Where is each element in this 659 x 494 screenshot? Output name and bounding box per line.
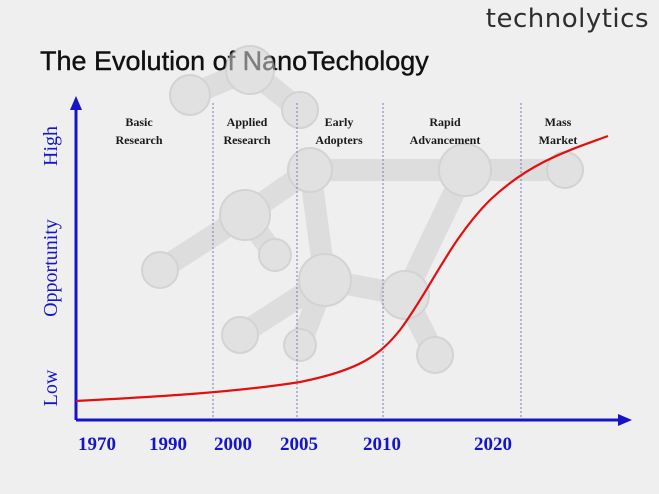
phase-label-early-adopters: Early Adopters [315, 115, 363, 147]
molecule-background [141, 45, 584, 374]
phase-label-applied-research: Applied Research [223, 115, 270, 147]
y-axis [70, 96, 82, 420]
x-tick-label: 2005 [280, 434, 318, 455]
x-tick-label: 2000 [214, 434, 252, 455]
svg-text:Mass: Mass [545, 115, 572, 129]
svg-text:Early: Early [325, 115, 354, 129]
phase-label-mass-market: Mass Market [539, 115, 578, 147]
x-axis [76, 414, 632, 426]
x-tick-label: 2020 [474, 434, 512, 455]
svg-text:Advancement: Advancement [410, 133, 481, 147]
svg-text:Basic: Basic [125, 115, 153, 129]
svg-text:Rapid: Rapid [429, 115, 461, 129]
opportunity-curve [75, 134, 609, 403]
x-tick-label: 1990 [149, 434, 187, 455]
arrow-up-icon [70, 96, 82, 110]
svg-text:Research: Research [115, 133, 162, 147]
y-axis-high-label: High [40, 126, 62, 166]
svg-text:Research: Research [223, 133, 270, 147]
phase-label-rapid-advancement: Rapid Advancement [410, 115, 481, 147]
phase-dividers [212, 103, 522, 420]
x-tick-label: 1970 [78, 434, 116, 455]
x-tick-label: 2010 [363, 434, 401, 455]
phase-label-basic-research: Basic Research [115, 115, 162, 147]
svg-text:Market: Market [539, 133, 578, 147]
arrow-right-icon [618, 414, 632, 426]
y-axis-low-label: Low [40, 369, 62, 406]
brand-logo: technolytics [485, 4, 649, 34]
svg-text:Adopters: Adopters [315, 133, 363, 147]
y-axis-mid-label: Opportunity [40, 219, 62, 317]
svg-text:Applied: Applied [227, 115, 268, 129]
